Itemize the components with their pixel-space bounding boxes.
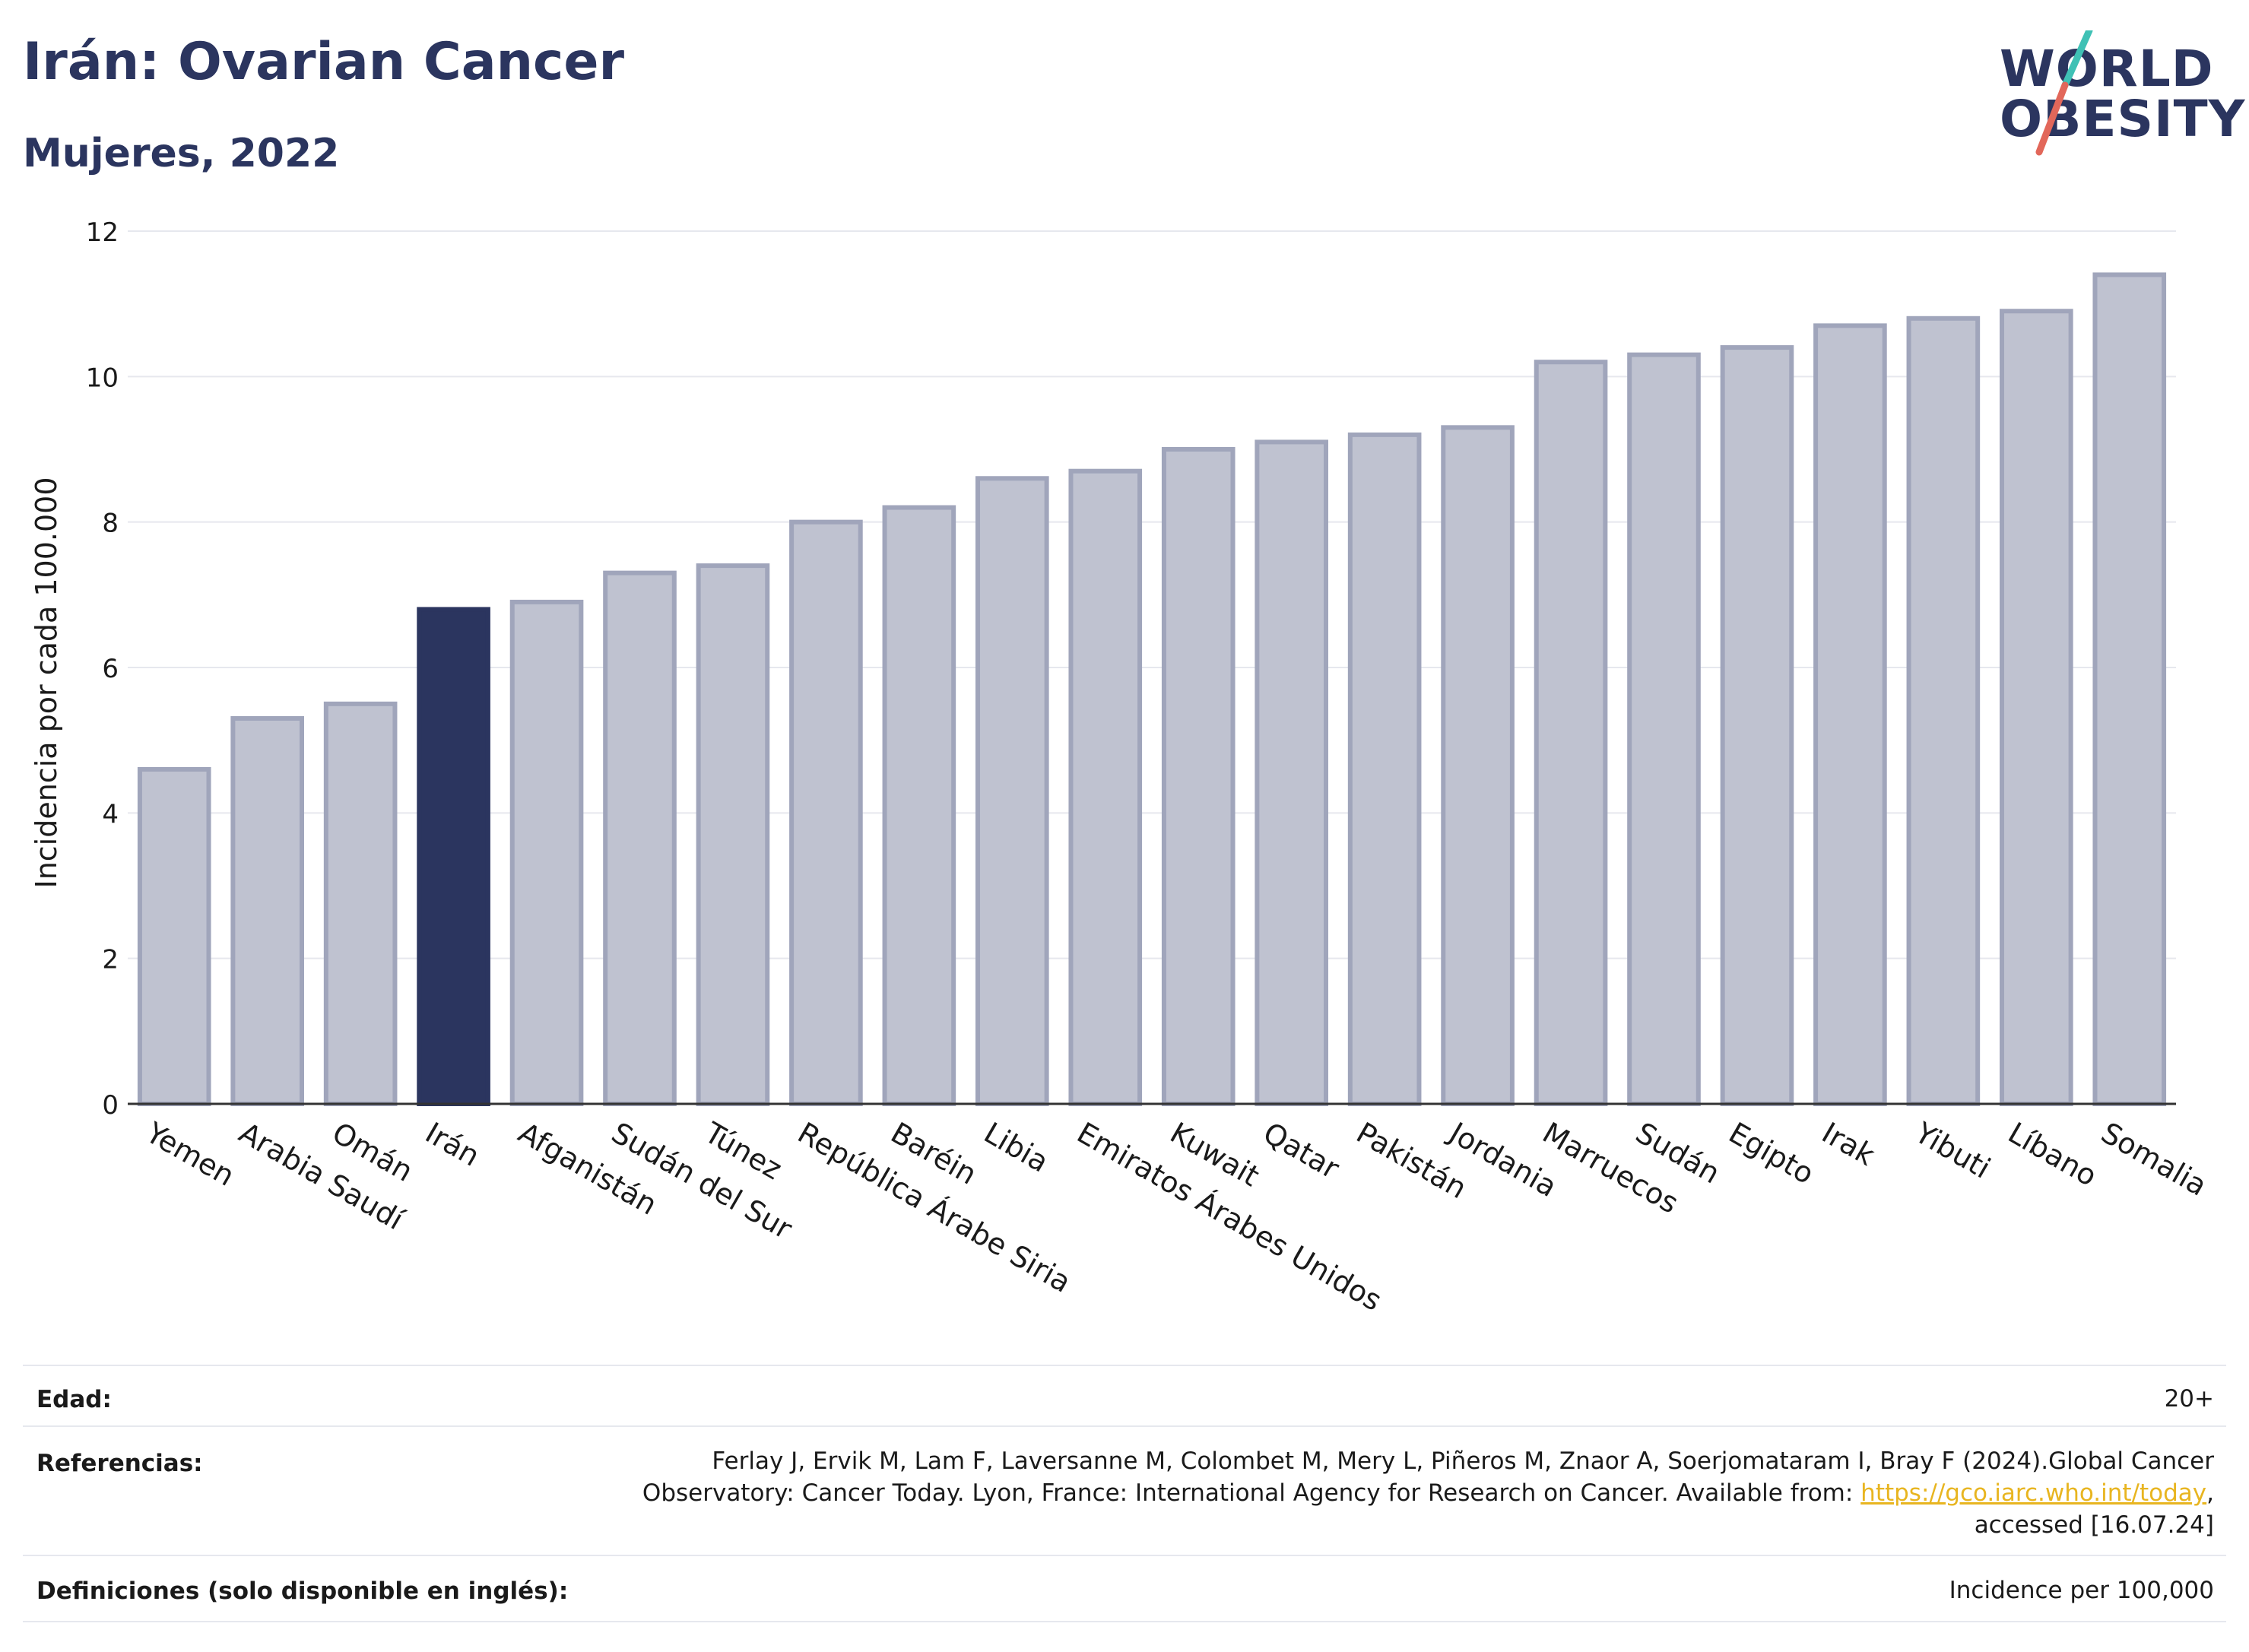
page-subtitle: Mujeres, 2022 (23, 131, 340, 176)
x-tick-label: Yemen (140, 1115, 240, 1193)
bar-10 (1068, 468, 1143, 1106)
footer-row-definitions: Definiciones (solo disponible en inglés)… (23, 1555, 2226, 1622)
bar-13 (1347, 432, 1422, 1107)
y-tick-label: 2 (102, 945, 119, 975)
x-tick-label: Líbano (2003, 1116, 2103, 1193)
y-tick-label: 0 (102, 1090, 119, 1121)
bar-1 (230, 715, 304, 1106)
definitions-label: Definiciones (solo disponible en inglés)… (36, 1577, 569, 1605)
x-tick-label: Somalia (2095, 1116, 2213, 1203)
logo-text-line1: WORLD (2000, 40, 2214, 98)
x-tick-label: Irán (420, 1116, 485, 1173)
age-value: 20+ (2164, 1385, 2214, 1413)
y-tick-labels: 0 2 4 6 8 10 12 (86, 217, 119, 1121)
references-link[interactable]: https://gco.iarc.who.int/today (1860, 1479, 2207, 1507)
bar-21 (2092, 272, 2167, 1106)
age-label: Edad: (36, 1386, 112, 1413)
references-line2: Observatory: Cancer Today. Lyon, France:… (642, 1477, 2214, 1509)
bar-20 (2000, 309, 2073, 1107)
bar-18 (1813, 323, 1887, 1107)
bar-17 (1720, 345, 1794, 1107)
page-title: Irán: Ovarian Cancer (23, 32, 624, 92)
bar-12 (1255, 439, 1328, 1106)
references-label: Referencias: (36, 1450, 203, 1477)
world-obesity-logo: WORLD OBESITY (1992, 30, 2244, 167)
bar-0 (137, 766, 211, 1107)
y-tick-label: 4 (102, 799, 119, 829)
logo-text-line2: OBESITY (2000, 90, 2246, 148)
logo-slash-icon (2035, 30, 2093, 156)
references-line1: Ferlay J, Ervik M, Lam F, Laversanne M, … (712, 1447, 2214, 1475)
references-line3: accessed [16.07.24] (1974, 1511, 2214, 1539)
bar-19 (1906, 315, 1981, 1106)
x-tick-label: Qatar (1258, 1116, 1345, 1186)
definitions-value: Incidence per 100,000 (1949, 1577, 2214, 1604)
x-tick-label: Yibuti (1908, 1115, 1996, 1185)
y-tick-label: 6 (102, 654, 119, 684)
bar-5 (603, 570, 677, 1106)
footer-row-age: Edad: 20+ (23, 1365, 2226, 1427)
x-tick-label: Libia (979, 1116, 1055, 1179)
bar-4 (509, 599, 584, 1106)
footer-row-references: Referencias: Ferlay J, Ervik M, Lam F, L… (23, 1425, 2226, 1556)
bar-16 (1627, 352, 1701, 1106)
bar-9 (975, 476, 1049, 1106)
y-tick-label: 10 (86, 363, 119, 393)
bar-15 (1534, 360, 1608, 1106)
bar-3 (417, 607, 490, 1106)
bar-14 (1441, 425, 1515, 1106)
x-tick-label: Egipto (1723, 1116, 1819, 1191)
bar-6 (696, 563, 770, 1107)
bar-2 (323, 701, 398, 1106)
bar-8 (882, 505, 956, 1106)
bars (137, 272, 2167, 1107)
x-tick-label: Irak (1816, 1116, 1880, 1172)
references-text: Ferlay J, Ervik M, Lam F, Laversanne M, … (642, 1445, 2214, 1541)
bar-7 (789, 519, 863, 1106)
references-line2-text: Observatory: Cancer Today. Lyon, France:… (642, 1479, 1861, 1507)
y-axis-label: Incidencia por cada 100.000 (30, 477, 63, 888)
bar-11 (1161, 447, 1236, 1106)
y-tick-label: 8 (102, 509, 119, 539)
y-tick-label: 12 (86, 217, 119, 248)
references-line2-post: , (2206, 1479, 2214, 1507)
